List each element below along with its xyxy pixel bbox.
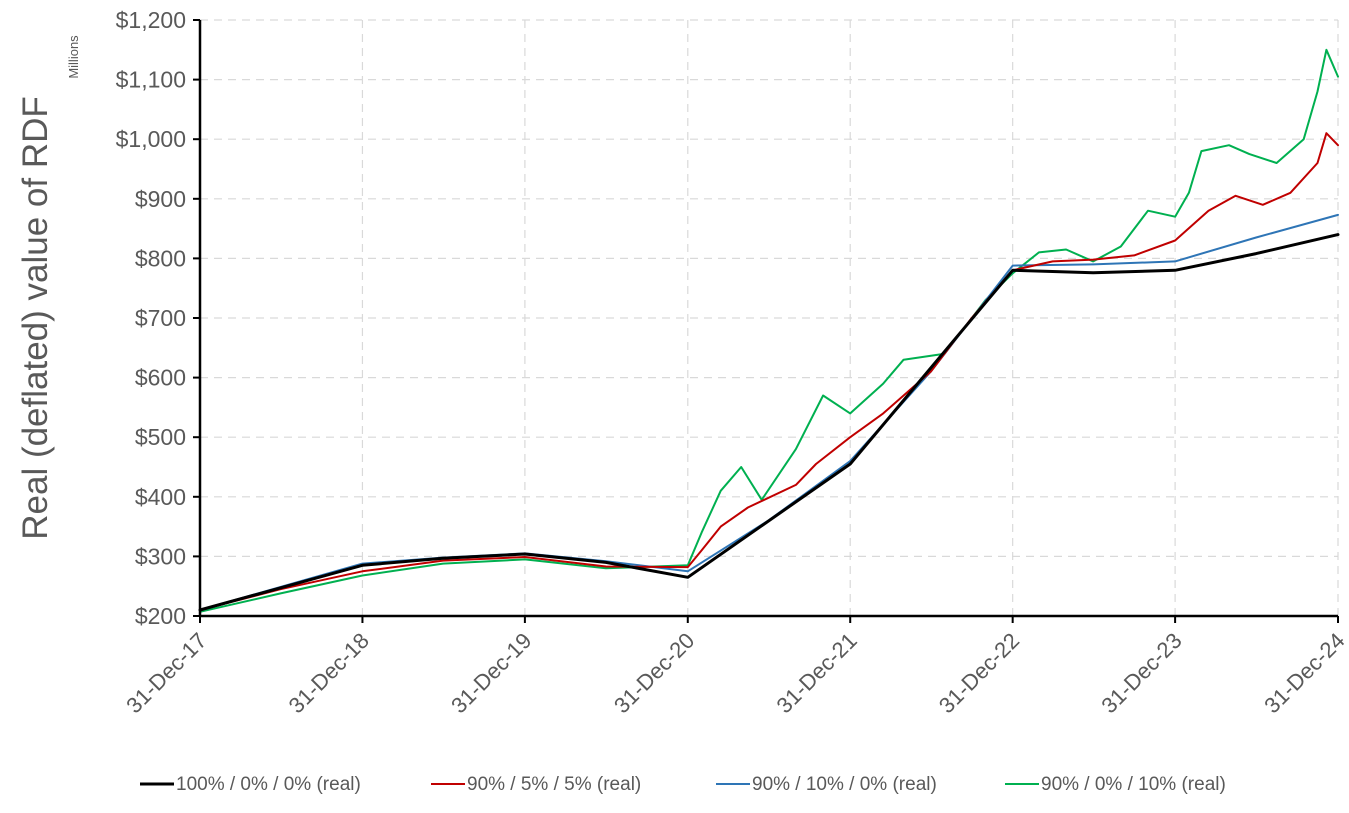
legend: 100% / 0% / 0% (real) 90% / 5% / 5% (real… [140, 774, 1226, 795]
gridlines [200, 19, 1339, 616]
x-tick-label: 31-Dec-24 [1259, 628, 1349, 718]
y-tick-label: $400 [135, 484, 186, 510]
x-tick-label: 31-Dec-21 [771, 628, 861, 718]
series-lines [198, 48, 1340, 613]
y-unit-label: Millions [66, 35, 81, 79]
series-line [198, 233, 1340, 612]
axes [193, 19, 1339, 623]
x-tick-label: 31-Dec-18 [284, 628, 374, 718]
legend-label: 100% / 0% / 0% (real) [176, 774, 361, 795]
series-line [199, 213, 1339, 611]
series-line [199, 132, 1339, 611]
y-tick-labels: $200 $300 $400 $500 $600 $700 $800 $900 $1,000 $1… [116, 7, 186, 629]
x-tick-label: 31-Dec-20 [609, 628, 699, 718]
y-tick-label: $500 [135, 424, 186, 450]
x-tick-label: 31-Dec-23 [1096, 628, 1186, 718]
series-line [199, 48, 1339, 613]
x-tick-label: 31-Dec-22 [934, 628, 1024, 718]
y-tick-label: $1,000 [116, 126, 186, 152]
y-tick-label: $700 [135, 305, 186, 331]
legend-label: 90% / 10% / 0% (real) [752, 774, 937, 795]
legend-label: 90% / 0% / 10% (real) [1041, 774, 1226, 795]
y-tick-label: $800 [135, 245, 186, 271]
x-tick-labels: 31-Dec-17 31-Dec-18 31-Dec-19 31-Dec-20 31-D… [121, 628, 1349, 718]
y-tick-label: $1,200 [116, 7, 186, 33]
x-tick-label: 31-Dec-17 [121, 628, 211, 718]
y-tick-label: $1,100 [116, 67, 186, 93]
y-tick-label: $300 [135, 543, 186, 569]
y-tick-label: $600 [135, 365, 186, 391]
legend-label: 90% / 5% / 5% (real) [467, 774, 641, 795]
x-tick-label: 31-Dec-19 [446, 628, 536, 718]
y-axis-title: Real (deflated) value of RDF [16, 96, 55, 540]
y-tick-label: $200 [135, 603, 186, 629]
y-tick-label: $900 [135, 186, 186, 212]
